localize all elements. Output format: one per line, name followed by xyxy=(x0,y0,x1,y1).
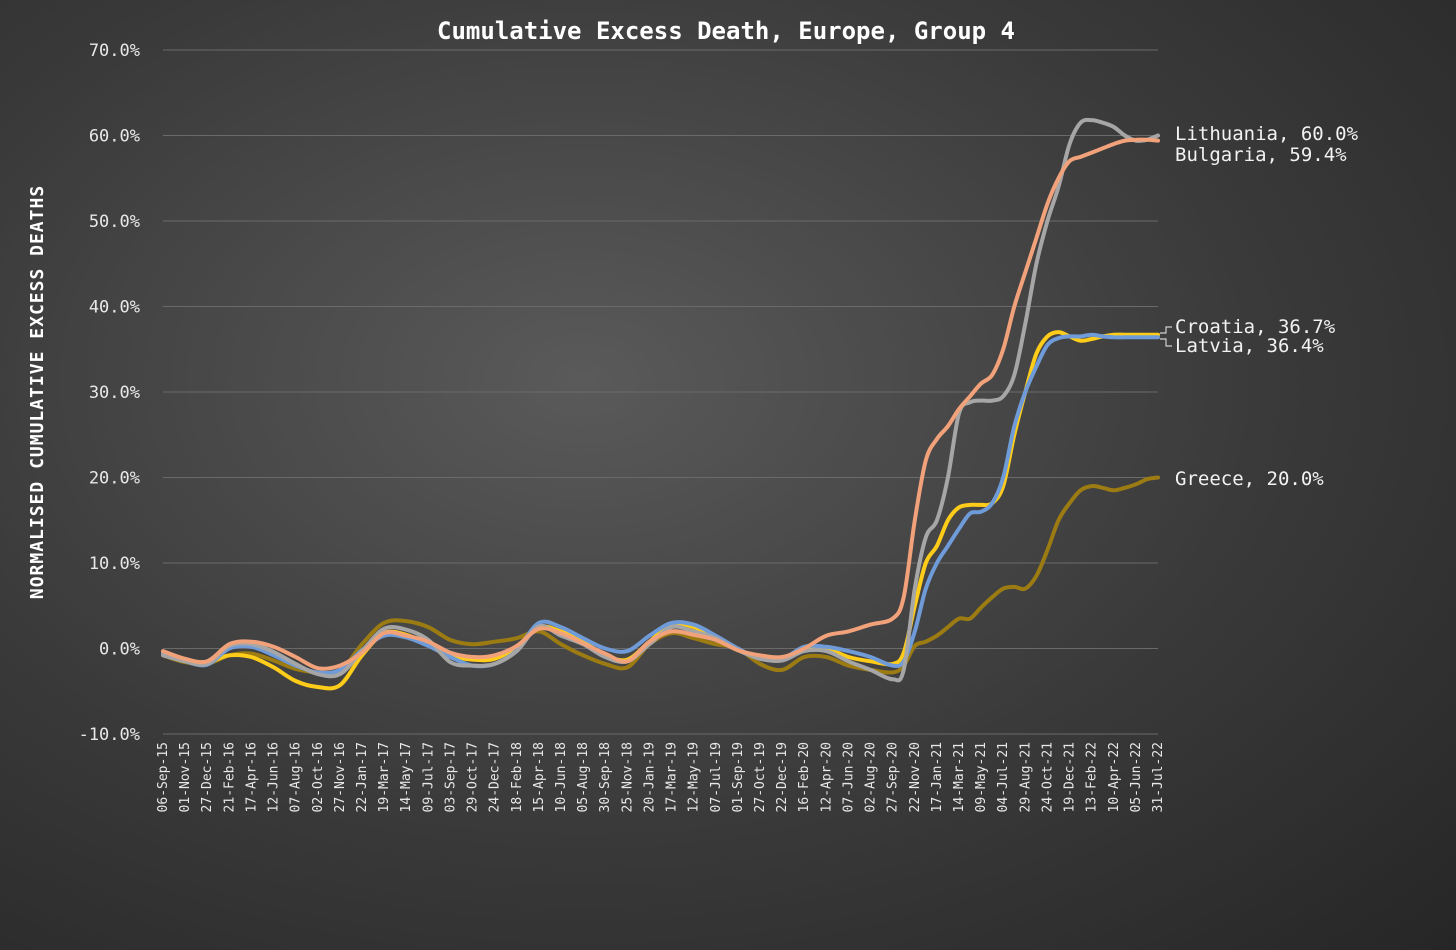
x-tick-label: 10-Jun-18 xyxy=(554,742,569,812)
y-tick-label: -10.0% xyxy=(79,725,140,745)
x-tick-label: 16-Feb-20 xyxy=(797,742,812,812)
y-tick-label: 40.0% xyxy=(89,298,140,318)
x-tick-label: 02-Aug-20 xyxy=(864,742,879,812)
x-tick-label: 31-Jul-22 xyxy=(1151,742,1166,812)
x-tick-label: 24-Oct-21 xyxy=(1040,742,1055,812)
y-tick-label: 0.0% xyxy=(99,640,140,660)
gridlines xyxy=(163,49,1158,735)
x-tick-label: 22-Jan-17 xyxy=(355,742,370,812)
x-tick-label: 04-Jul-21 xyxy=(996,742,1011,812)
x-tick-label: 17-Mar-19 xyxy=(665,742,680,812)
x-tick-label: 13-Feb-22 xyxy=(1085,742,1100,812)
end-label-bulgaria: Bulgaria, 59.4% xyxy=(1175,144,1347,166)
y-axis-label: NORMALISED CUMULATIVE EXCESS DEATHS xyxy=(27,185,48,599)
y-tick-label: 60.0% xyxy=(89,127,140,147)
end-label-croatia: Croatia, 36.7% xyxy=(1175,316,1336,338)
series-line-bulgaria xyxy=(161,137,1160,671)
x-tick-label: 09-May-21 xyxy=(974,742,989,812)
x-tick-label: 19-Dec-21 xyxy=(1063,742,1078,812)
y-tick-labels: -10.0% 0.0% 10.0% 20.0% 30.0% 40.0% 50.0% 60.0%… xyxy=(79,41,140,745)
x-tick-label: 02-Oct-16 xyxy=(311,742,326,812)
x-tick-label: 24-Dec-17 xyxy=(488,742,503,812)
end-label-lithuania: Lithuania, 60.0% xyxy=(1175,123,1359,145)
x-tick-label: 03-Sep-17 xyxy=(443,742,458,812)
x-tick-label: 29-Oct-17 xyxy=(466,742,481,812)
x-tick-label: 06-Sep-15 xyxy=(156,742,171,812)
x-tick-label: 27-Oct-19 xyxy=(753,742,768,812)
x-tick-label: 29-Aug-21 xyxy=(1018,742,1033,812)
x-tick-label: 17-Jan-21 xyxy=(930,742,945,812)
series-line-greece xyxy=(161,475,1160,677)
series-lines xyxy=(161,117,1160,691)
end-label-latvia: Latvia, 36.4% xyxy=(1175,335,1324,357)
x-tick-label: 07-Aug-16 xyxy=(289,742,304,812)
x-tick-label: 10-Apr-22 xyxy=(1107,742,1122,812)
x-tick-label: 18-Feb-18 xyxy=(510,742,525,812)
x-tick-label: 22-Dec-19 xyxy=(775,742,790,812)
y-tick-label: 50.0% xyxy=(89,212,140,232)
x-tick-label: 12-May-19 xyxy=(687,742,702,812)
x-tick-label: 27-Nov-16 xyxy=(333,742,348,812)
end-labels: Lithuania, 60.0%Bulgaria, 59.4% Croatia, … xyxy=(1160,123,1359,490)
x-tick-labels: 06-Sep-15 01-Nov-15 27-Dec-15 21-Feb-16 17-A… xyxy=(156,742,1166,812)
x-tick-label: 22-Nov-20 xyxy=(908,742,923,812)
x-tick-label: 17-Apr-16 xyxy=(244,742,259,812)
x-tick-label: 30-Sep-18 xyxy=(598,742,613,812)
x-tick-label: 12-Jun-16 xyxy=(267,742,282,812)
x-tick-label: 14-Mar-21 xyxy=(952,742,967,812)
x-tick-label: 19-Mar-17 xyxy=(377,742,392,812)
series-line-lithuania xyxy=(161,117,1160,683)
leader-croatia xyxy=(1160,326,1172,334)
chart-title: Cumulative Excess Death, Europe, Group 4 xyxy=(437,17,1015,45)
x-tick-label: 09-Jul-17 xyxy=(421,742,436,812)
x-tick-label: 25-Nov-18 xyxy=(620,742,635,812)
leader-latvia xyxy=(1160,338,1172,347)
x-tick-label: 20-Jan-19 xyxy=(642,742,657,812)
x-tick-label: 15-Apr-18 xyxy=(532,742,547,812)
x-tick-label: 07-Jun-20 xyxy=(841,742,856,812)
x-tick-label: 27-Sep-20 xyxy=(886,742,901,812)
x-tick-label: 01-Nov-15 xyxy=(178,742,193,812)
x-tick-label: 14-May-17 xyxy=(399,742,414,812)
x-tick-label: 27-Dec-15 xyxy=(200,742,215,812)
y-tick-label: 10.0% xyxy=(89,554,140,574)
x-tick-label: 05-Jun-22 xyxy=(1129,742,1144,812)
x-tick-label: 21-Feb-16 xyxy=(222,742,237,812)
y-tick-label: 20.0% xyxy=(89,469,140,489)
end-label-greece: Greece, 20.0% xyxy=(1175,468,1324,490)
x-tick-label: 07-Jul-19 xyxy=(709,742,724,812)
x-tick-label: 12-Apr-20 xyxy=(819,742,834,812)
y-tick-label: 70.0% xyxy=(89,41,140,61)
y-tick-label: 30.0% xyxy=(89,383,140,403)
x-tick-label: 01-Sep-19 xyxy=(731,742,746,812)
x-tick-label: 05-Aug-18 xyxy=(576,742,591,812)
